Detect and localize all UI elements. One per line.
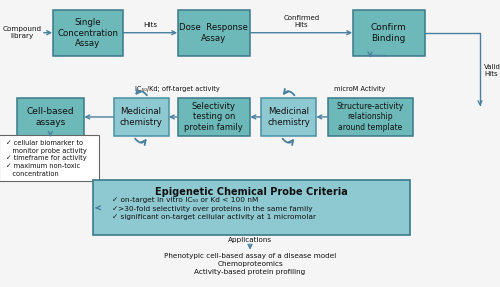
FancyBboxPatch shape [16, 98, 84, 136]
Text: IC₅₀/Kd; off-target activity: IC₅₀/Kd; off-target activity [135, 86, 220, 92]
Text: Medicinal
chemistry: Medicinal chemistry [267, 107, 310, 127]
Text: Dose  Response
Assay: Dose Response Assay [180, 23, 248, 43]
FancyBboxPatch shape [178, 10, 250, 56]
Text: ✓ on-target in vitro IC₅₀ or Kd < 100 nM
✓>30-fold selectivity over proteins in : ✓ on-target in vitro IC₅₀ or Kd < 100 nM… [112, 197, 316, 220]
Text: Hits: Hits [143, 22, 157, 28]
FancyBboxPatch shape [178, 98, 250, 136]
Text: microM Activity: microM Activity [334, 86, 386, 92]
Text: Phenotypic cell-based assay of a disease model
Chemoproteomics
Activity-based pr: Phenotypic cell-based assay of a disease… [164, 253, 336, 276]
FancyBboxPatch shape [92, 180, 410, 235]
Text: ✓ cellular biomarker to
   monitor probe activity
✓ timeframe for activity
✓ max: ✓ cellular biomarker to monitor probe ac… [6, 140, 86, 177]
Text: Epigenetic Chemical Probe Criteria: Epigenetic Chemical Probe Criteria [155, 187, 348, 197]
Text: Confirmed
Hits: Confirmed Hits [283, 15, 320, 28]
Text: Single
Concentration
Assay: Single Concentration Assay [57, 18, 118, 48]
FancyBboxPatch shape [52, 10, 122, 56]
Text: Structure-activity
relationship
around template: Structure-activity relationship around t… [336, 102, 404, 132]
FancyBboxPatch shape [114, 98, 168, 136]
FancyBboxPatch shape [261, 98, 316, 136]
Text: Applications: Applications [228, 237, 272, 243]
Text: Selectivity
testing on
protein family: Selectivity testing on protein family [184, 102, 243, 132]
Text: Medicinal
chemistry: Medicinal chemistry [120, 107, 162, 127]
FancyBboxPatch shape [0, 135, 99, 181]
FancyBboxPatch shape [328, 98, 412, 136]
Text: Cell-based
assays: Cell-based assays [26, 107, 74, 127]
Text: Confirm
Binding: Confirm Binding [371, 23, 406, 43]
FancyBboxPatch shape [352, 10, 425, 56]
Text: Compound
library: Compound library [2, 26, 42, 39]
Text: Validated
Hits: Validated Hits [484, 64, 500, 77]
